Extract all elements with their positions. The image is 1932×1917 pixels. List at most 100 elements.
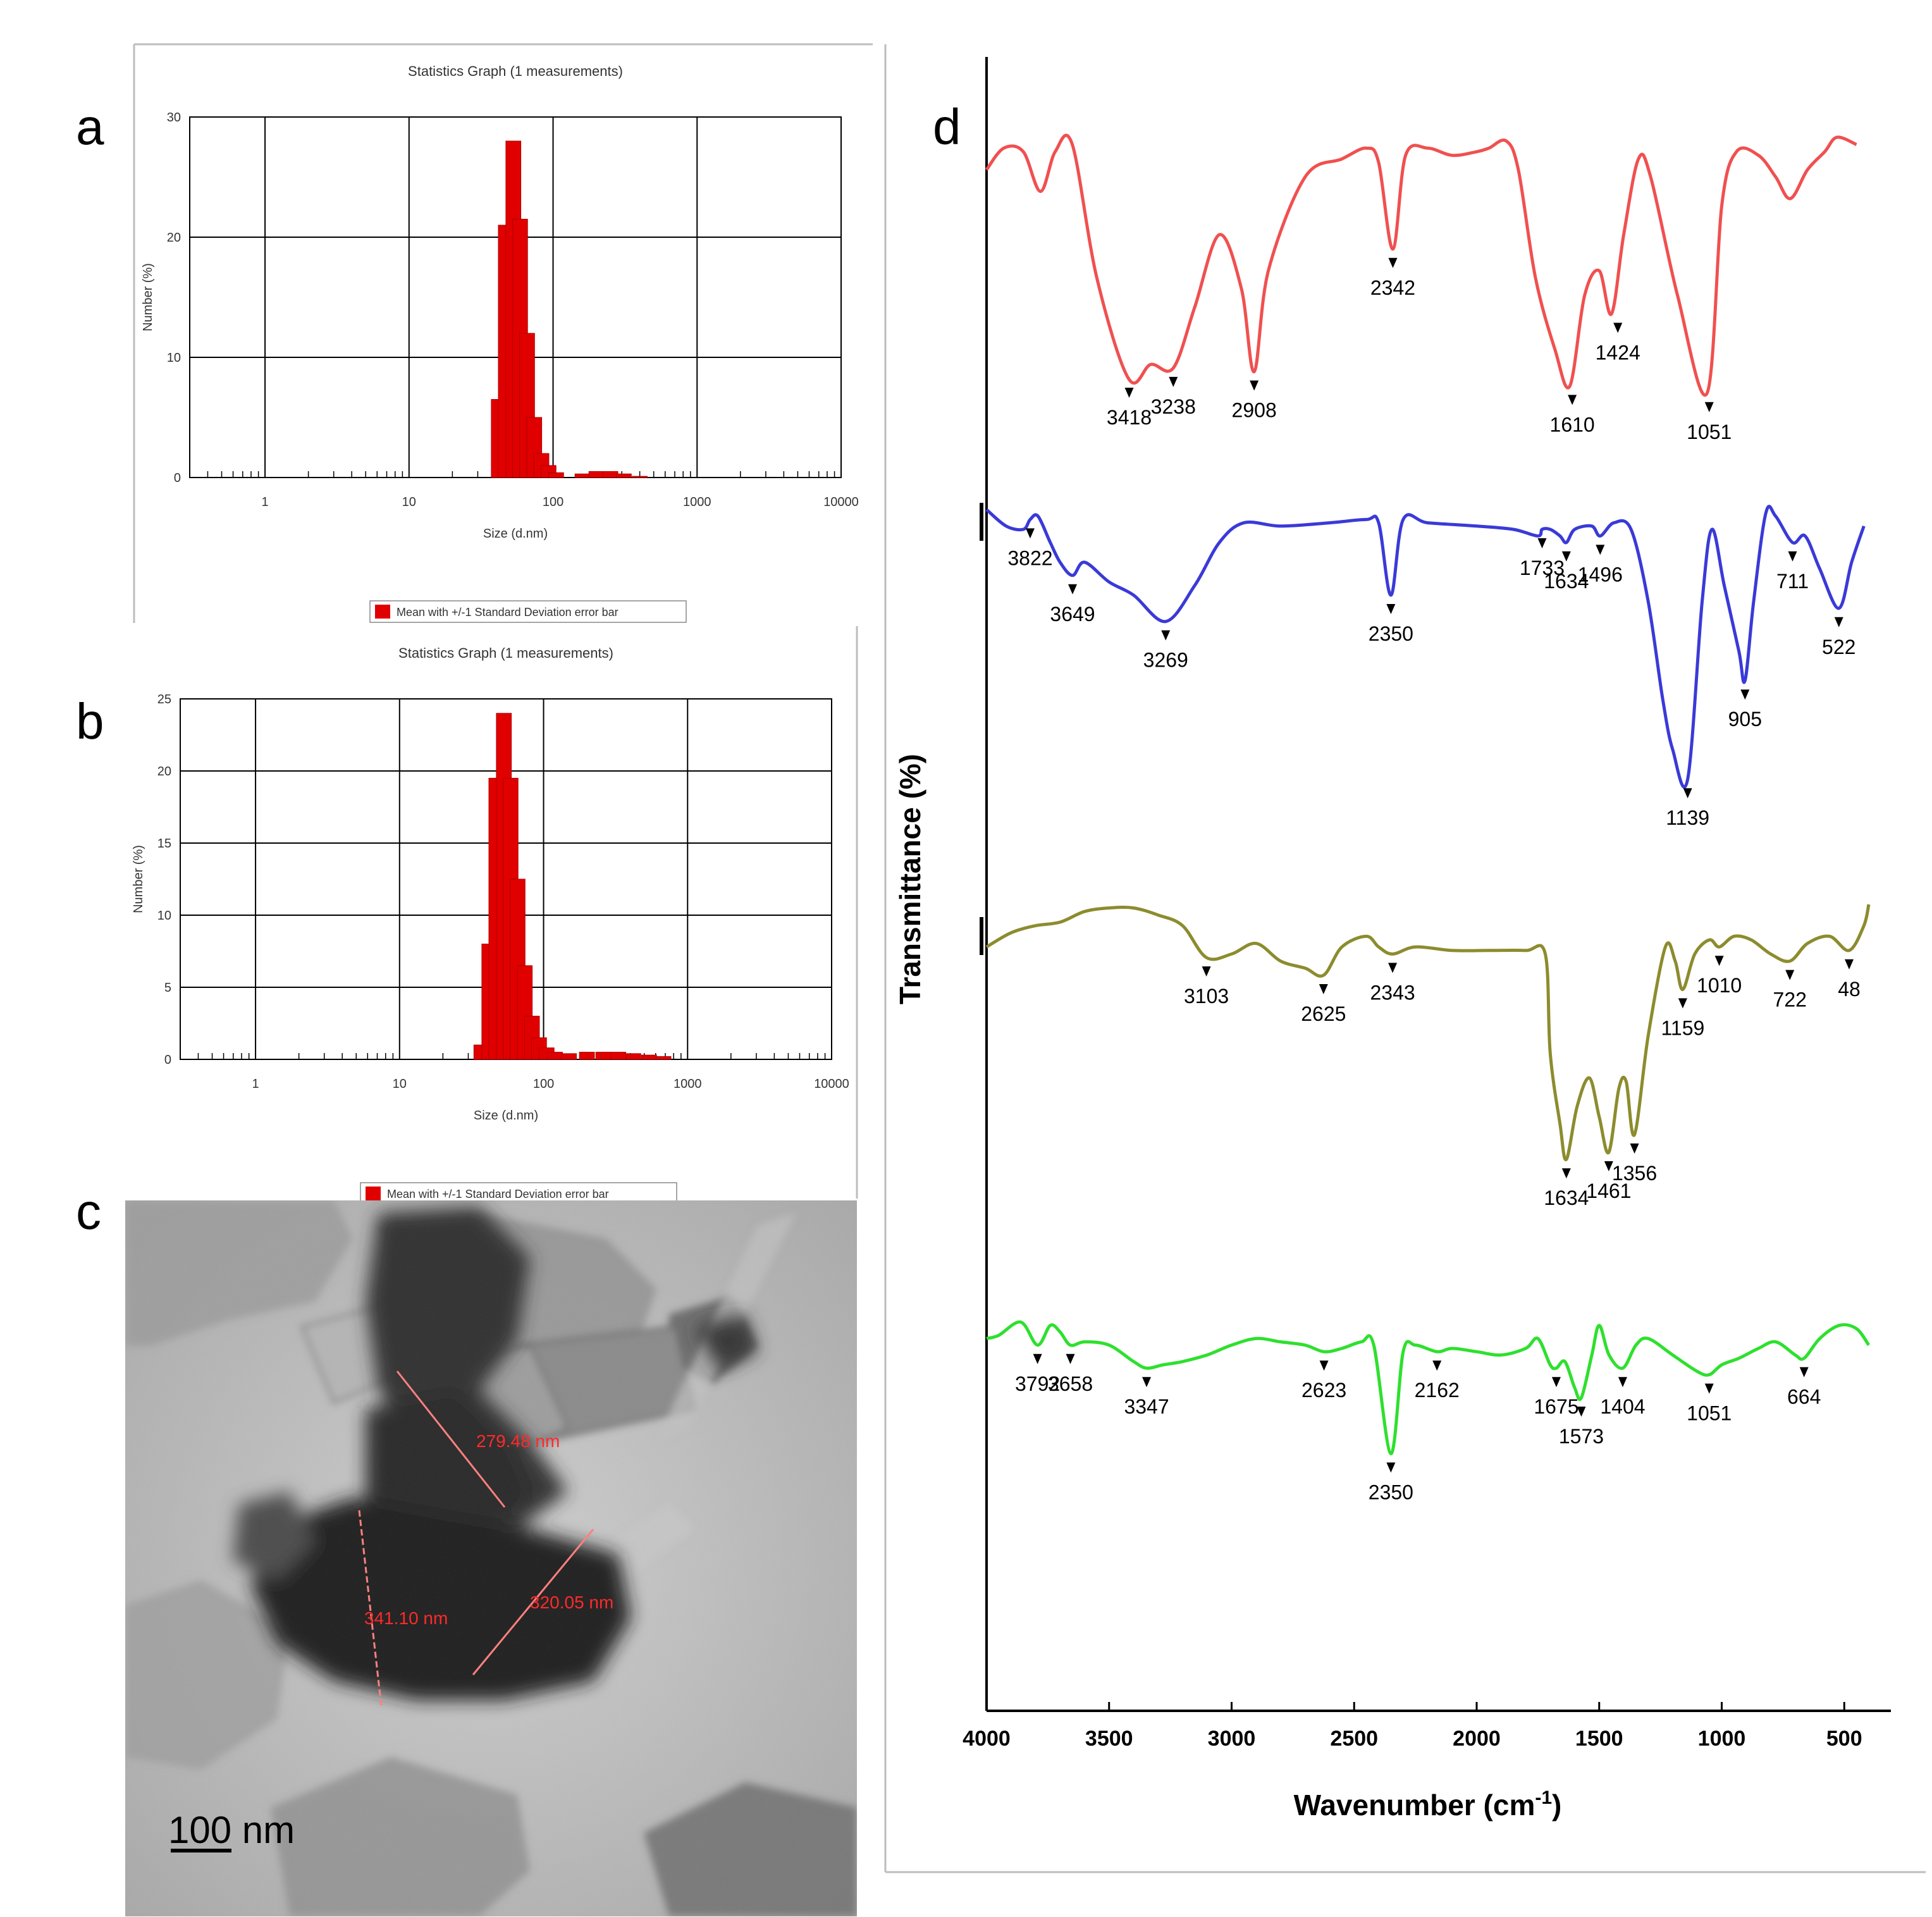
x-tick-label: 10	[402, 495, 416, 509]
ftir-series-green	[986, 1320, 1871, 1455]
y-tick-label: 15	[157, 837, 171, 851]
histogram-bar	[595, 1052, 612, 1060]
panel-letter-d: d	[933, 99, 961, 155]
panel-letter-a: a	[76, 99, 104, 155]
y-tick-label: 20	[157, 765, 171, 779]
measure-label-3: 320.05 nm	[530, 1593, 613, 1612]
histogram-bar	[641, 1054, 657, 1060]
ftir-x-axis-label: Wavenumber (cm-1)	[1294, 1787, 1562, 1821]
peak-label: 1159	[1661, 1016, 1704, 1039]
peak-marker	[1202, 966, 1211, 977]
peak-marker	[1714, 956, 1724, 966]
y-tick-label: 0	[164, 1053, 171, 1067]
x-tick-label: 1	[262, 495, 269, 509]
peak-label: 1634	[1544, 1187, 1589, 1209]
histogram-bar	[547, 1052, 563, 1060]
peak-label: 3347	[1124, 1395, 1169, 1418]
peak-label: 2625	[1301, 1002, 1346, 1025]
ftir-x-tick-label: 500	[1826, 1727, 1862, 1751]
peak-label: 1051	[1687, 421, 1732, 443]
peak-marker	[1740, 689, 1750, 700]
panel-letter-c: c	[76, 1183, 101, 1240]
peak-label: 1424	[1596, 341, 1640, 364]
x-tick-label: 10000	[814, 1077, 849, 1091]
ftir-x-tick-label: 4000	[963, 1727, 1011, 1751]
peak-label: 1675	[1534, 1395, 1578, 1418]
peak-marker	[1319, 984, 1328, 994]
peak-label: 1010	[1697, 974, 1742, 997]
y-tick-label: 0	[174, 471, 181, 485]
peak-label: 3658	[1048, 1372, 1093, 1395]
y-tick-label: 10	[167, 351, 181, 365]
x-axis-label: Size (d.nm)	[474, 1109, 538, 1123]
peak-marker	[1630, 1143, 1639, 1154]
peak-label: 664	[1787, 1386, 1821, 1408]
ftir-series-red	[985, 133, 1857, 397]
peak-marker	[1161, 630, 1171, 641]
x-tick-label: 10000	[823, 495, 859, 509]
dls-histogram-a: Statistics Graph (1 measurements) 0 10 20 30…	[133, 43, 873, 623]
histogram-bar	[610, 1052, 626, 1060]
x-tick-label: 1	[252, 1077, 259, 1091]
peak-marker	[1834, 617, 1843, 627]
y-tick-label: 30	[167, 111, 181, 125]
histogram-bar	[616, 473, 632, 478]
peak-marker	[1124, 388, 1134, 398]
x-tick-label: 1000	[683, 495, 711, 509]
peak-marker	[1319, 1360, 1329, 1371]
x-tick-label: 100	[533, 1077, 554, 1091]
x-label-main: Wavenumber (cm	[1294, 1789, 1535, 1821]
measure-line-1	[396, 1371, 506, 1508]
measure-label-1: 279.48 nm	[476, 1431, 560, 1451]
peak-label: 1496	[1578, 563, 1623, 586]
ftir-x-tick-label: 3500	[1085, 1727, 1133, 1751]
x-axis-label: Size (d.nm)	[483, 527, 548, 541]
peak-label: 905	[1728, 708, 1762, 730]
peak-marker	[1142, 1377, 1152, 1388]
peak-label: 1356	[1612, 1162, 1657, 1185]
y-tick-label: 10	[157, 909, 171, 923]
x-label-close: )	[1552, 1789, 1561, 1821]
peak-marker	[1033, 1353, 1042, 1364]
ftir-x-tick-label: 2500	[1330, 1727, 1378, 1751]
scale-bar-label: 100 nm	[168, 1809, 295, 1851]
peak-label: 1634	[1544, 570, 1589, 593]
ftir-x-tick-label: 1000	[1698, 1727, 1746, 1751]
panel-letter-b: b	[76, 693, 104, 749]
peak-marker	[1788, 551, 1797, 562]
legend-box	[369, 600, 687, 623]
peak-marker	[1068, 584, 1078, 595]
peak-marker	[1704, 402, 1714, 412]
chart-title: Statistics Graph (1 measurements)	[398, 645, 613, 661]
peak-label: 1051	[1687, 1402, 1732, 1425]
peak-label: 711	[1776, 570, 1809, 593]
peak-label: 2342	[1370, 276, 1415, 299]
peak-label: 2908	[1232, 399, 1277, 422]
peak-marker	[1250, 380, 1259, 391]
peak-label: 1461	[1586, 1180, 1631, 1202]
x-tick-label: 10	[393, 1077, 407, 1091]
peak-marker	[1066, 1353, 1075, 1364]
ftir-series-blue	[985, 505, 1866, 789]
dls-histogram-b: Statistics Graph (1 measurements) 0 5 10 15 2…	[132, 626, 858, 1205]
histogram-bar	[632, 476, 648, 478]
peak-label: 3238	[1151, 395, 1196, 418]
peak-marker	[1537, 538, 1547, 548]
tem-image: 279.48 nm 341.10 nm 320.05 nm 100 nm	[125, 1200, 857, 1916]
peak-marker	[1604, 1161, 1613, 1171]
peak-marker	[1568, 395, 1577, 405]
peak-label: 1610	[1550, 413, 1595, 436]
histogram-bar	[561, 1053, 577, 1060]
peak-marker	[1683, 788, 1692, 799]
peak-marker	[1388, 257, 1398, 268]
peak-label: 1404	[1600, 1395, 1645, 1418]
peak-marker	[1386, 1462, 1396, 1473]
peak-label: 2623	[1301, 1379, 1346, 1402]
peak-marker	[1388, 963, 1398, 973]
ftir-x-tick-label: 1500	[1575, 1727, 1623, 1751]
peak-marker	[1785, 970, 1795, 980]
peak-marker	[1577, 1407, 1586, 1417]
y-tick-label: 5	[164, 981, 171, 995]
histogram-bar	[588, 471, 605, 478]
peak-marker	[1799, 1367, 1809, 1378]
